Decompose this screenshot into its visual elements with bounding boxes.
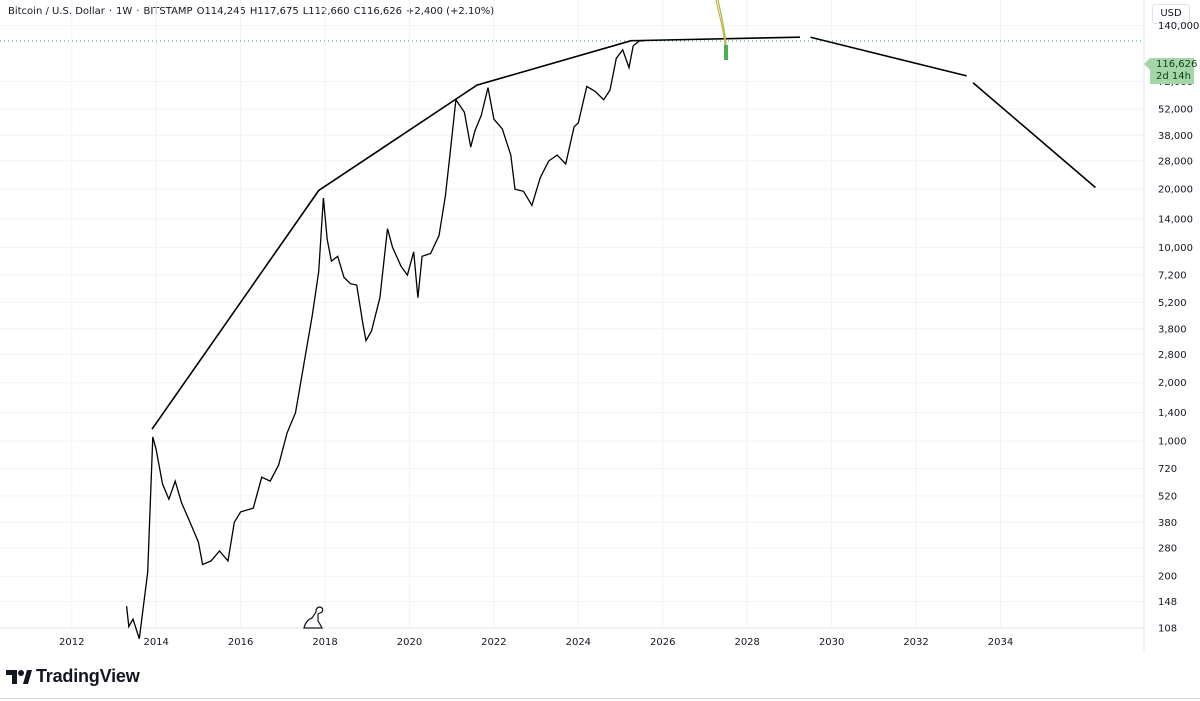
last-price-value: 116,626: [1156, 59, 1198, 70]
x-tick-label: 2022: [481, 637, 506, 648]
y-tick-label: 7,200: [1158, 271, 1187, 282]
currency-button[interactable]: USD: [1152, 4, 1190, 24]
bar-countdown: 2d 14h: [1156, 71, 1191, 82]
y-tick-label: 1,400: [1158, 408, 1187, 419]
y-tick-label: 3,800: [1158, 324, 1187, 335]
projection-decline-line: [972, 82, 1096, 189]
ohlc-close: C116,626: [353, 6, 402, 17]
x-tick-label: 2026: [650, 637, 675, 648]
y-tick-label: 720: [1158, 464, 1177, 475]
y-tick-label: 2,800: [1158, 350, 1187, 361]
y-tick-label: 52,000: [1158, 104, 1193, 115]
dinosaur-icon[interactable]: [303, 606, 324, 629]
x-tick-label: 2018: [312, 637, 337, 648]
price-change: +2,400 (+2.10%): [405, 6, 495, 17]
symbol-name[interactable]: Bitcoin / U.S. Dollar: [8, 6, 105, 17]
x-tick-label: 2012: [59, 637, 84, 648]
ohlc-high: H117,675: [249, 6, 299, 17]
x-tick-label: 2034: [988, 637, 1013, 648]
y-tick-label: 140,000: [1158, 21, 1199, 32]
chart-header: Bitcoin / U.S. Dollar · 1W · BITSTAMP O114,24…: [8, 6, 498, 17]
x-tick-label: 2016: [228, 637, 253, 648]
y-tick-label: 5,200: [1158, 298, 1187, 309]
y-tick-label: 1,000: [1158, 436, 1187, 447]
x-tick-label: 2014: [143, 637, 168, 648]
projection-line: [151, 36, 801, 430]
y-tick-label: 280: [1158, 543, 1177, 554]
y-tick-label: 10,000: [1158, 243, 1193, 254]
y-tick-label: 38,000: [1158, 131, 1193, 142]
exchange: BITSTAMP: [143, 6, 193, 17]
x-tick-label: 2030: [819, 637, 844, 648]
ohlc-low: L112,660: [302, 6, 350, 17]
y-tick-label: 200: [1158, 572, 1177, 583]
ohlc-open: O114,245: [196, 6, 246, 17]
x-tick-label: 2024: [566, 637, 591, 648]
interval[interactable]: 1W: [116, 6, 133, 17]
bottom-divider: [0, 698, 1200, 699]
last-price-pointer: [1144, 58, 1150, 70]
x-tick-label: 2032: [903, 637, 928, 648]
y-tick-label: 20,000: [1158, 185, 1193, 196]
y-tick-label: 148: [1158, 597, 1177, 608]
tradingview-logo[interactable]: TradingView: [6, 664, 140, 688]
last-price-label: 116,626 2d 14h: [1150, 58, 1198, 84]
y-tick-label: 520: [1158, 491, 1177, 502]
tradingview-icon: [6, 670, 32, 684]
current-candle: [724, 45, 728, 60]
x-tick-label: 2020: [397, 637, 422, 648]
y-tick-label: 108: [1158, 624, 1177, 635]
y-tick-label: 28,000: [1158, 156, 1193, 167]
y-tick-label: 380: [1158, 518, 1177, 529]
projection-decline-line: [810, 36, 967, 77]
y-tick-label: 14,000: [1158, 215, 1193, 226]
brand-name: TradingView: [36, 665, 140, 686]
sep: ·: [108, 6, 113, 17]
y-tick-label: 2,000: [1158, 378, 1187, 389]
x-tick-label: 2028: [734, 637, 759, 648]
sep: ·: [136, 6, 140, 17]
price-series-line: [125, 40, 644, 639]
